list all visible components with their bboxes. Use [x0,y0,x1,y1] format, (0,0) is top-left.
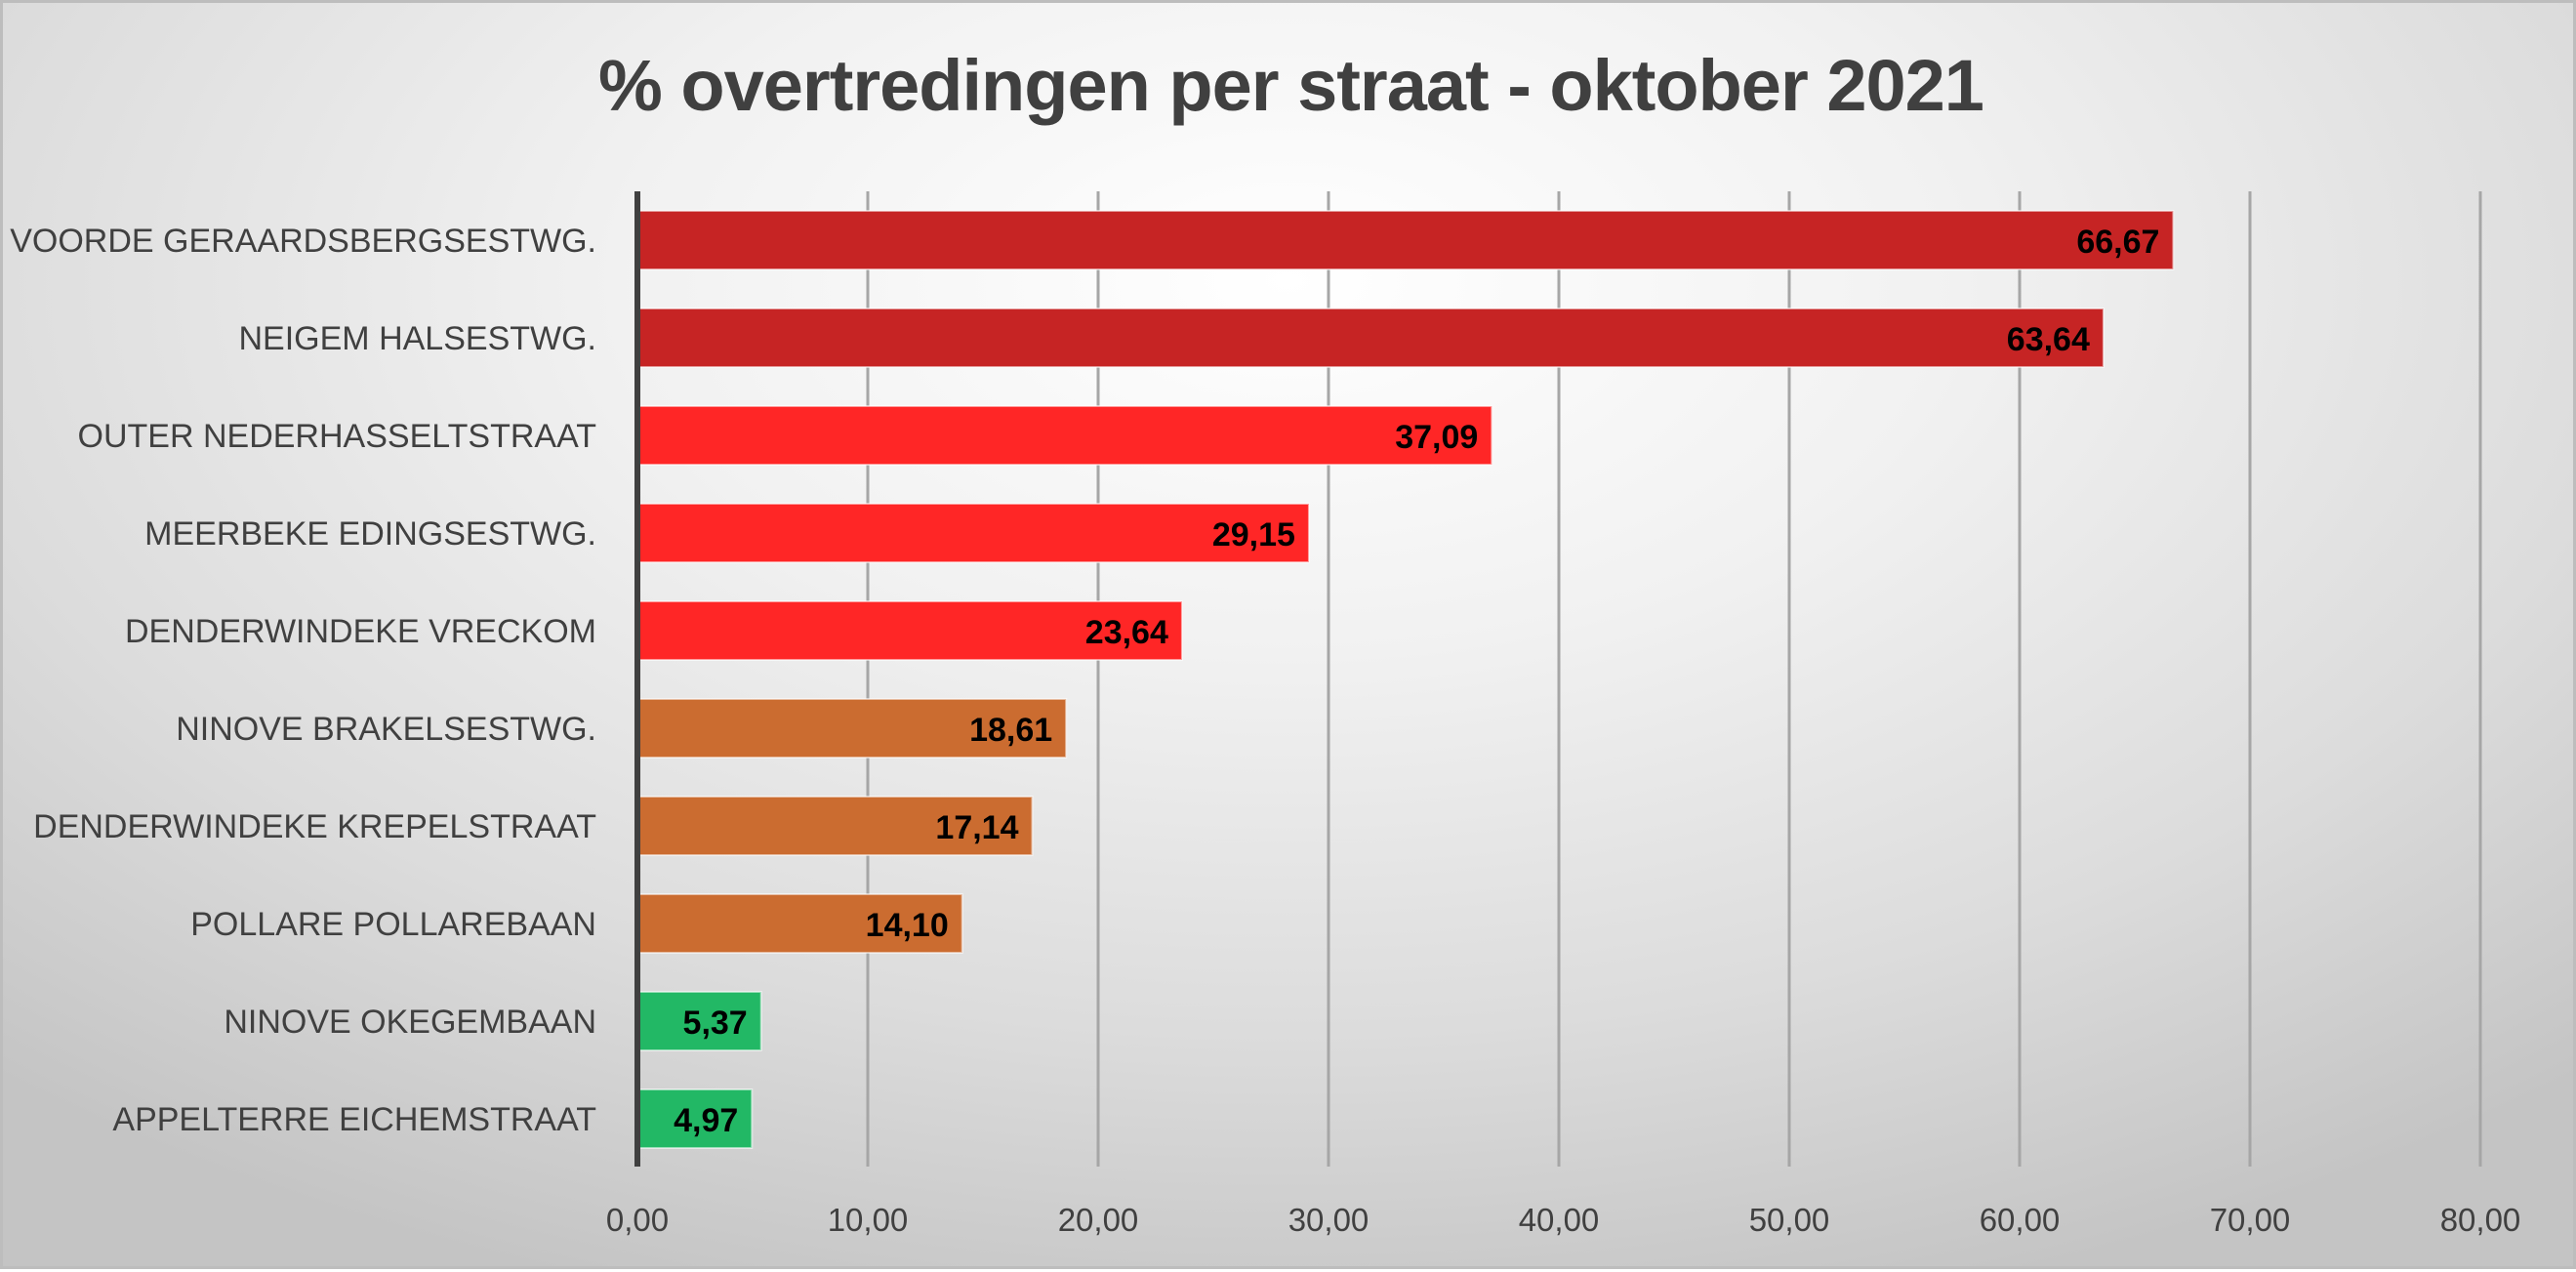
x-tick-label: 60,00 [1980,1202,2061,1238]
category-label: MEERBEKE EDINGSESTWG. [144,515,596,553]
bar [636,893,963,954]
x-tick-label: 0,00 [606,1202,669,1238]
category-label: DENDERWINDEKE KREPELSTRAAT [33,808,596,845]
bar-chart: VOORDE GERAARDSBERGSESTWG. NEIGEM HALSEST… [10,191,2520,1238]
category-label: NINOVE OKEGEMBAAN [224,1004,596,1041]
bar [636,796,1034,856]
x-tick-label: 10,00 [828,1202,909,1238]
value-label: 5,37 [683,1005,748,1042]
value-label: 4,97 [674,1102,738,1139]
value-label: 37,09 [1395,419,1478,456]
value-label: 18,61 [969,712,1052,749]
category-label: OUTER NEDERHASSELTSTRAAT [78,418,596,455]
x-tick-label: 80,00 [2440,1202,2521,1238]
bar [636,698,1068,759]
category-label: VOORDE GERAARDSBERGSESTWG. [10,223,596,260]
bar [636,308,2105,368]
value-label: 23,64 [1085,614,1168,651]
bar [636,503,1310,563]
bar [636,405,1493,466]
bar [636,210,2175,270]
x-tick-label: 50,00 [1749,1202,1830,1238]
bar [636,600,1183,661]
value-label: 17,14 [935,809,1018,846]
x-tick-labels: 0,00 10,00 20,00 30,00 40,00 50,00 60,00 70,00 8… [606,1202,2520,1238]
chart-title: % overtredingen per straat - oktober 202… [598,45,1984,126]
bar [636,991,762,1051]
category-labels: VOORDE GERAARDSBERGSESTWG. NEIGEM HALSEST… [10,223,596,1138]
category-label: NEIGEM HALSESTWG. [239,320,597,357]
value-label: 63,64 [2007,321,2090,358]
category-label: POLLARE POLLAREBAAN [190,906,596,943]
x-tick-label: 40,00 [1519,1202,1600,1238]
value-label: 29,15 [1212,516,1295,554]
category-label: APPELTERRE EICHEMSTRAAT [112,1101,596,1138]
x-tick-label: 70,00 [2210,1202,2291,1238]
category-label: DENDERWINDEKE VRECKOM [125,613,596,650]
x-tick-label: 30,00 [1288,1202,1370,1238]
x-tick-label: 20,00 [1058,1202,1139,1238]
value-label: 66,67 [2076,224,2159,261]
value-label: 14,10 [866,907,949,944]
bar [636,1088,754,1149]
value-labels: 66,67 63,64 37,09 29,15 23,64 18,61 17,14 14,10… [674,224,2159,1139]
category-label: NINOVE BRAKELSESTWG. [176,711,596,748]
